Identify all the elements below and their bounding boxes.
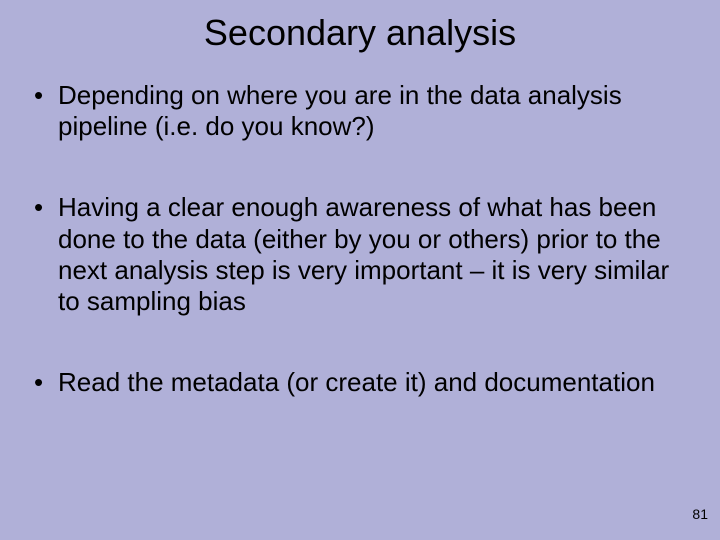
bullet-item: Having a clear enough awareness of what …: [30, 192, 690, 317]
bullet-list: Depending on where you are in the data a…: [0, 80, 720, 398]
bullet-item: Depending on where you are in the data a…: [30, 80, 690, 142]
slide-content: Depending on where you are in the data a…: [0, 62, 720, 398]
slide-title: Secondary analysis: [0, 0, 720, 62]
page-number: 81: [692, 506, 708, 522]
bullet-item: Read the metadata (or create it) and doc…: [30, 367, 690, 398]
